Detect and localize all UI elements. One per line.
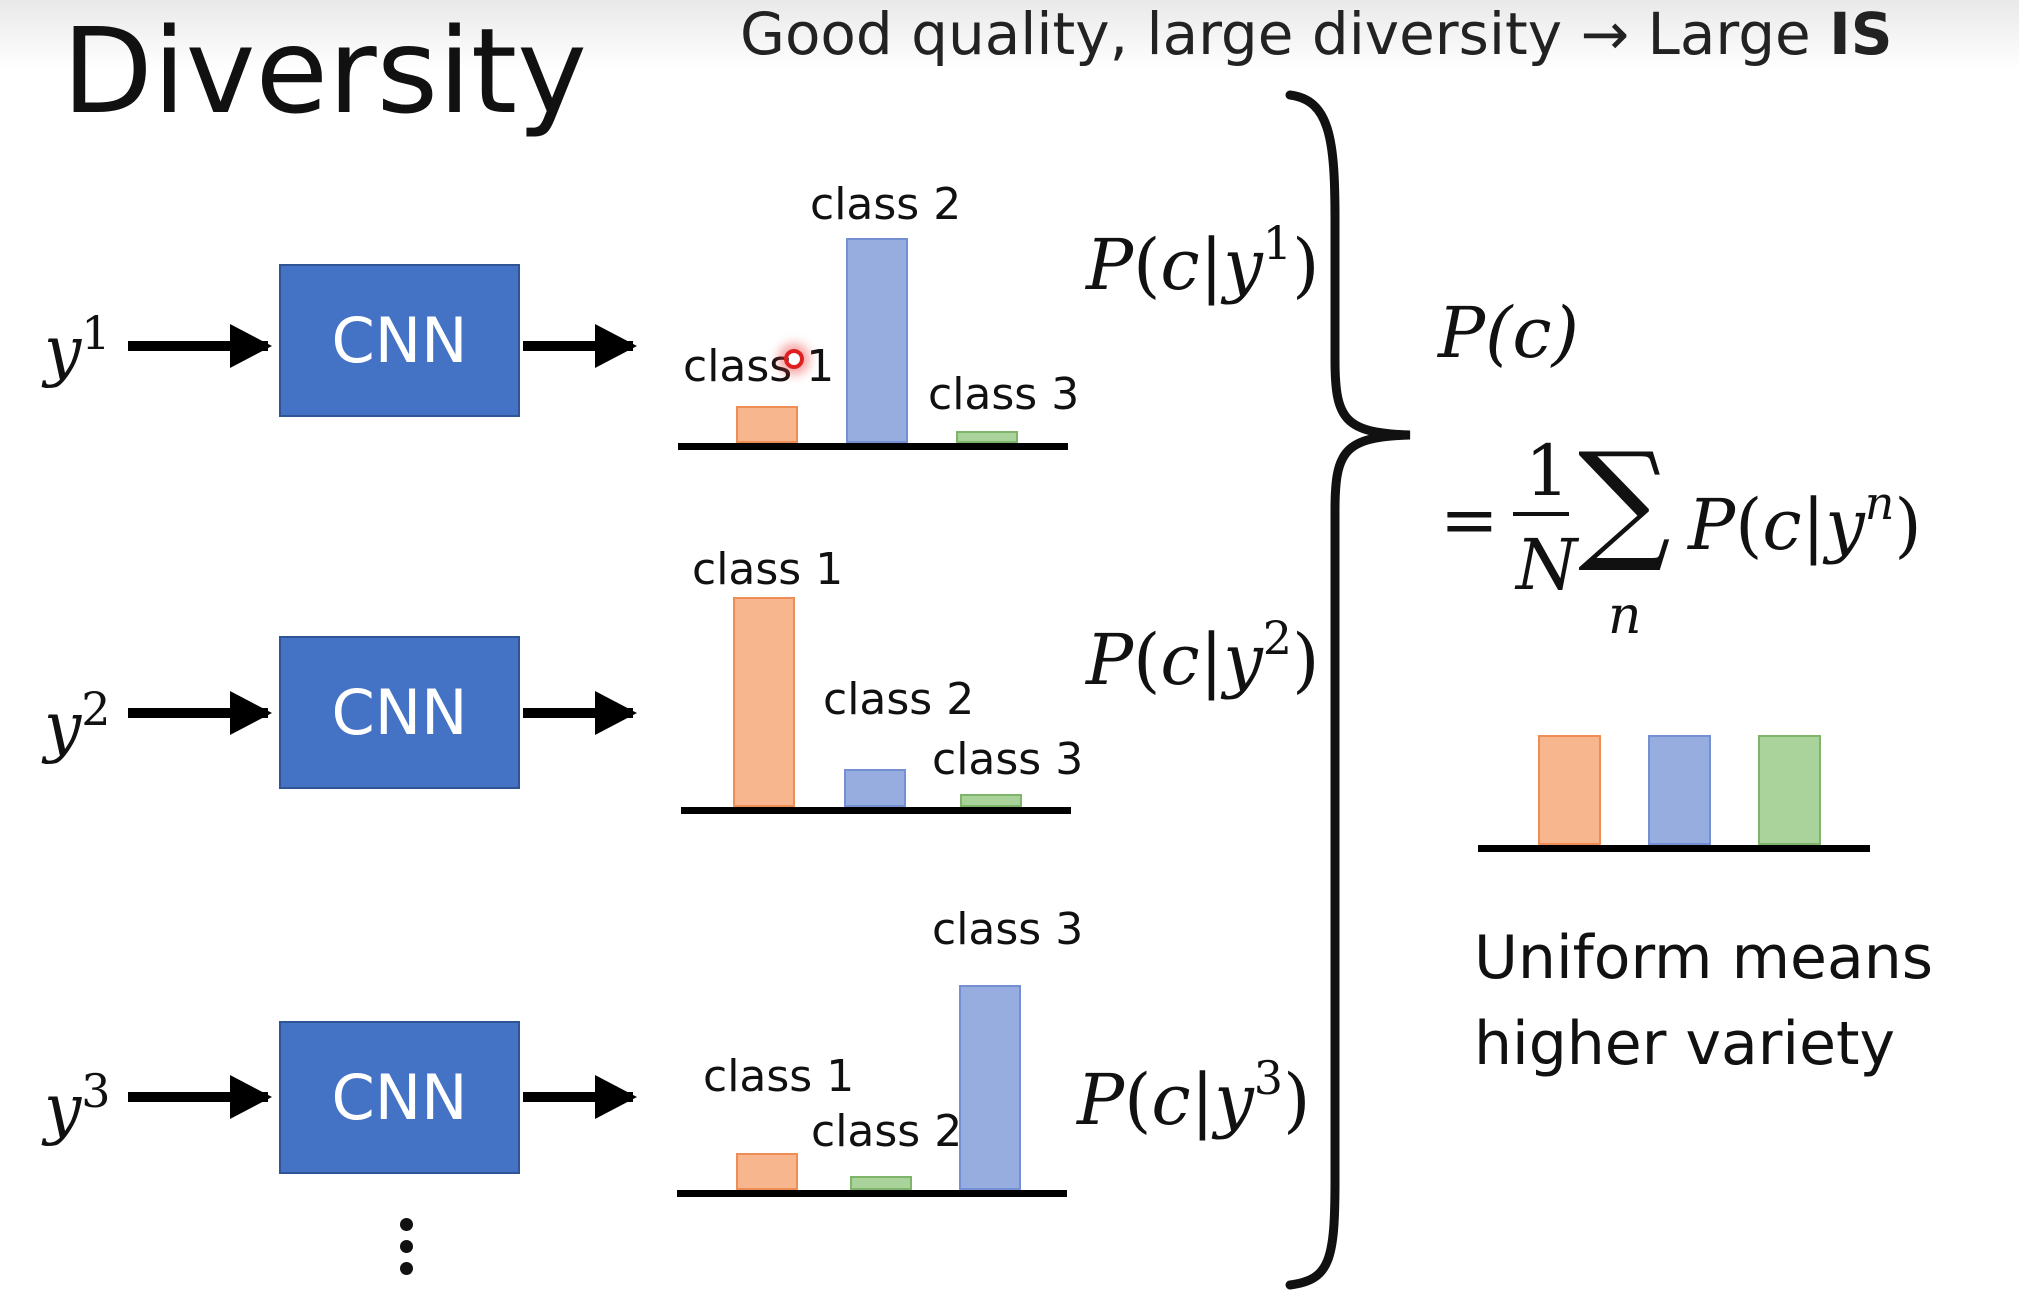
equals-sign: = [1440,479,1499,561]
input-y2-var: y [44,688,82,765]
cnn-box-3: CNN [279,1021,520,1174]
axis-2 [681,807,1071,814]
input-y1-sup: 1 [81,306,111,360]
slide-title: Diversity [62,2,587,140]
input-y3-var: y [44,1070,82,1147]
term-p: P [1688,484,1736,566]
formula-2-c: c [1160,619,1200,701]
term-sup: n [1864,476,1895,530]
bar-2-class1 [733,597,795,807]
cnn-box-1: CNN [279,264,520,417]
label-2-class1: class 1 [692,544,844,595]
input-y2: y2 [44,686,111,760]
formula-1-y: y [1223,224,1263,306]
formula-p-c-y1: P(c|y1) [1086,216,1320,306]
label-1-class1: class 1 [683,341,835,392]
bar-2-class3 [960,794,1022,807]
input-y3: y3 [44,1068,111,1142]
headline: Good quality, large diversity → Large IS [740,4,1893,65]
vertical-ellipsis-icon [400,1218,414,1284]
pointer-cursor [784,349,804,369]
formula-3-y: y [1214,1059,1254,1141]
fraction-bar [1513,512,1569,516]
formula-p-c-y3: P(c|y3) [1077,1051,1311,1141]
label-1-class2: class 2 [810,179,962,230]
arrow-in-3 [128,1075,272,1119]
top-fade [0,0,2019,70]
arrow-in-2 [128,691,272,735]
bar-3-class1 [736,1153,798,1190]
formula-3-sup: 3 [1253,1051,1284,1105]
fraction-denominator: N [1516,524,1578,606]
label-3-class3: class 3 [932,904,1084,955]
formula-1-c: c [1160,224,1200,306]
cnn-box-2: CNN [279,636,520,789]
uniform-caption-line2: higher variety [1474,1009,1896,1079]
formula-2-y: y [1223,619,1263,701]
label-2-class3: class 3 [932,734,1084,785]
formula-p-c-y2: P(c|y2) [1086,611,1320,701]
axis-marginal [1478,845,1870,852]
label-1-class3: class 3 [928,369,1080,420]
bar-2-class2 [844,769,906,807]
headline-bold: IS [1829,0,1893,68]
term-c: c [1762,484,1802,566]
label-3-class1: class 1 [703,1051,855,1102]
bar-marginal-3 [1758,735,1821,845]
bar-marginal-1 [1538,735,1601,845]
formula-3-c: c [1151,1059,1191,1141]
arrow-out-3 [523,1075,637,1119]
bar-1-class3 [956,431,1018,443]
formula-2-sup: 2 [1262,611,1293,665]
bar-3-class3 [959,985,1021,1190]
label-3-class2: class 2 [811,1106,963,1157]
headline-text: Good quality, large diversity → Large [740,0,1830,68]
formula-1-p: P [1086,224,1134,306]
sum-index: n [1608,586,1642,646]
input-y1: y1 [44,310,111,384]
bar-3-class2 [850,1176,912,1190]
input-y2-sup: 2 [81,682,111,736]
axis-3 [677,1190,1067,1197]
marginal-lhs: P(c) [1438,292,1579,374]
sum-symbol: ∑ [1578,424,1671,576]
bar-1-class2 [846,238,908,443]
arrow-out-2 [523,691,637,735]
fraction-numerator: 1 [1525,430,1570,512]
uniform-caption-line1: Uniform means [1474,923,1933,993]
formula-1-sup: 1 [1262,216,1293,270]
term-y: y [1825,484,1865,566]
arrow-in-1 [128,324,272,368]
sum-term: P(c|yn) [1688,476,1922,566]
input-y3-sup: 3 [81,1064,111,1118]
arrow-out-1 [523,324,637,368]
formula-2-p: P [1086,619,1134,701]
bar-marginal-2 [1648,735,1711,845]
input-y1-var: y [44,312,82,389]
bar-1-class1 [736,406,798,443]
label-2-class2: class 2 [823,674,975,725]
formula-3-p: P [1077,1059,1125,1141]
axis-1 [678,443,1068,450]
uniform-caption: Uniform means higher variety [1474,915,1933,1087]
